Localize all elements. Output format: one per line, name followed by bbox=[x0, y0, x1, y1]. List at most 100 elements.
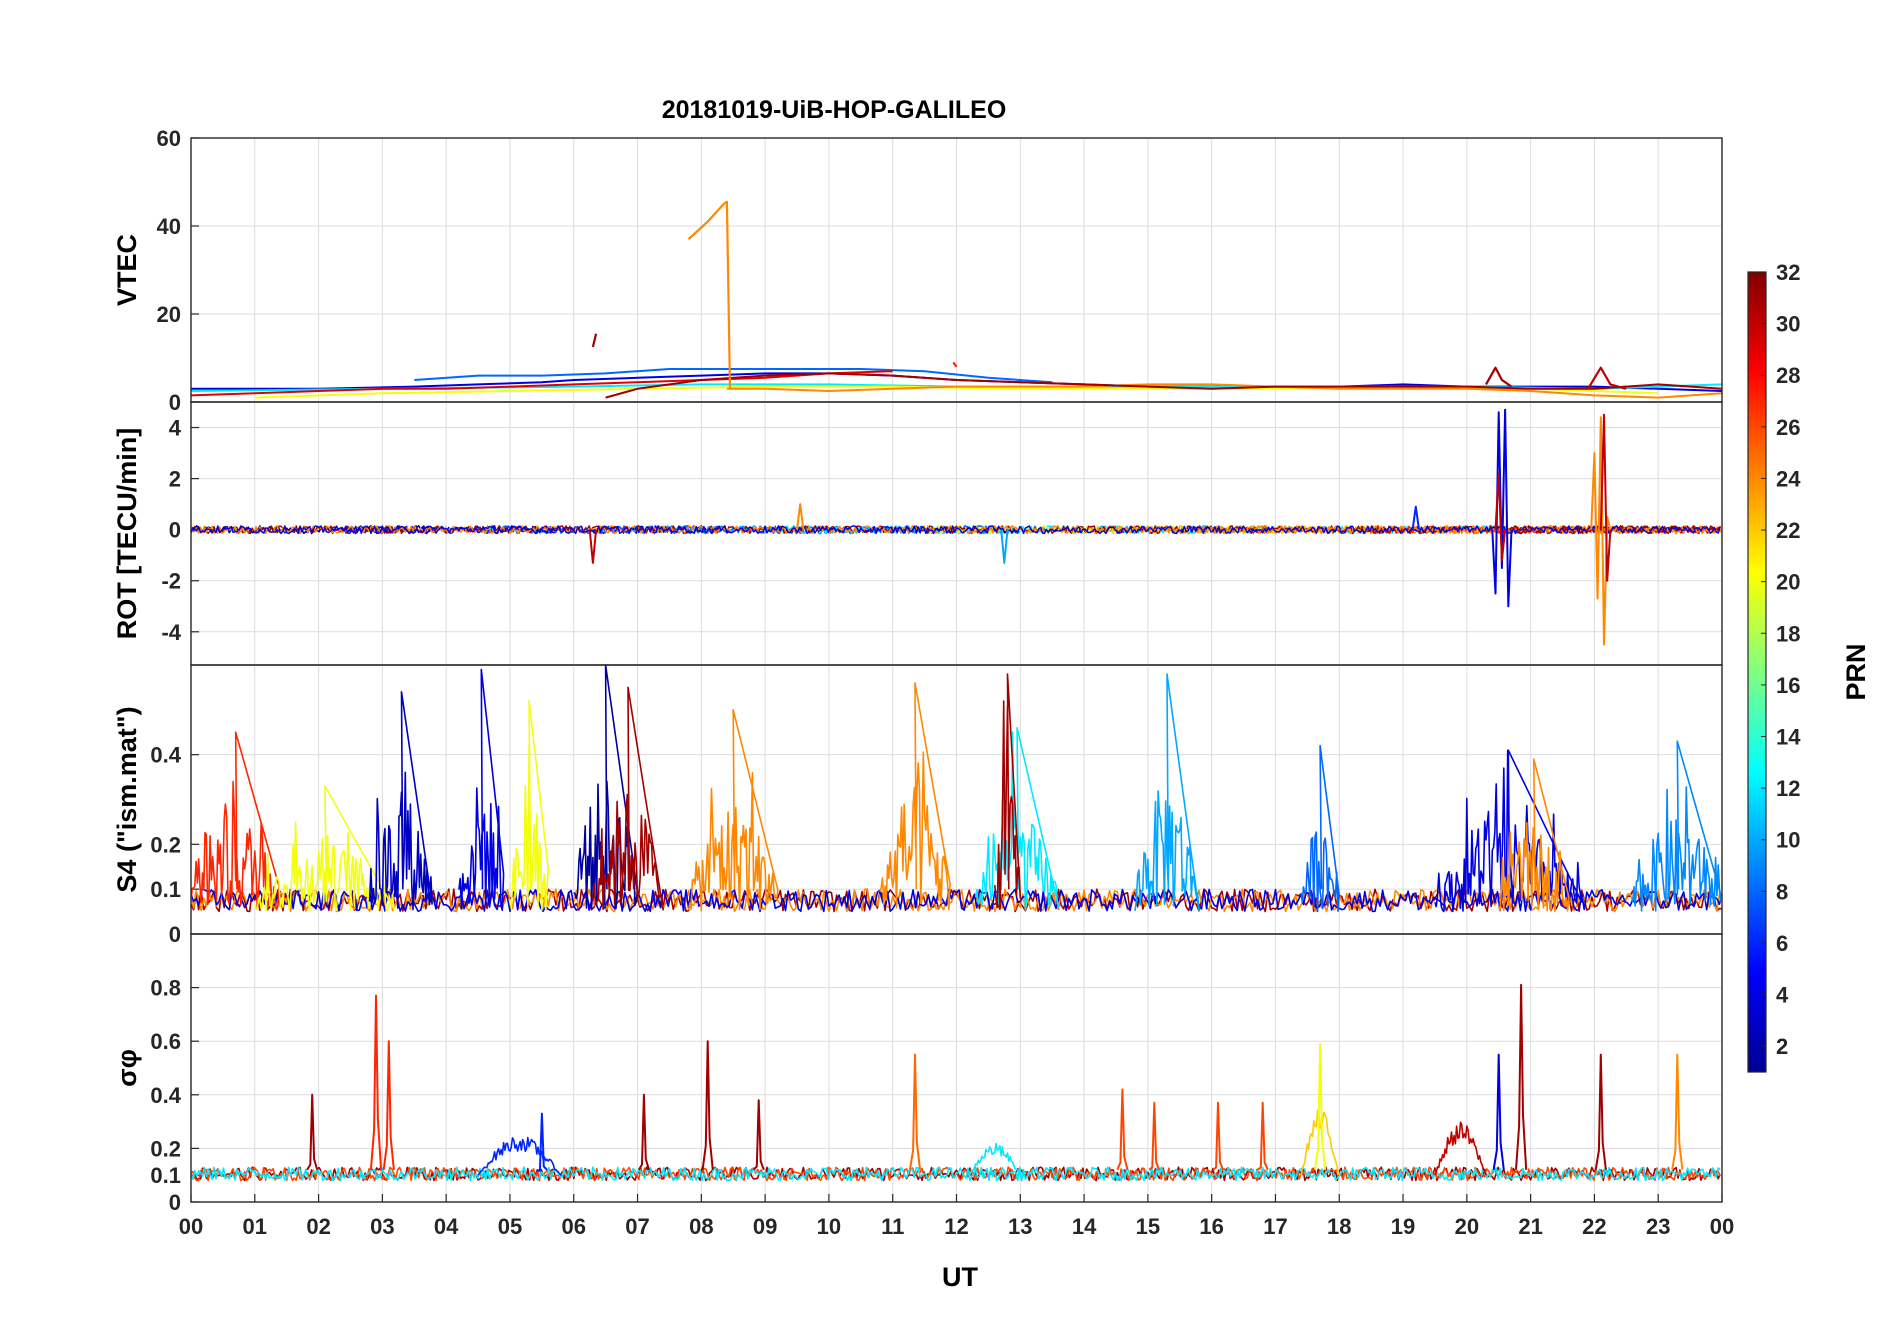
feature-line-prn-24 bbox=[1590, 416, 1612, 646]
y-axis-label: VTEC bbox=[112, 234, 142, 306]
series-line-prn-9 bbox=[1631, 740, 1722, 912]
peak-line-prn-26 bbox=[1148, 1101, 1161, 1171]
colorbar-tick-label: 26 bbox=[1776, 415, 1800, 440]
x-tick-label: 02 bbox=[306, 1214, 330, 1239]
x-tick-label: 11 bbox=[881, 1214, 904, 1239]
data-sigma_phi bbox=[191, 983, 1721, 1182]
y-tick-label: 0.6 bbox=[150, 1029, 181, 1054]
peak-line-prn-24 bbox=[1671, 1053, 1684, 1170]
x-tick-label: 14 bbox=[1072, 1214, 1097, 1239]
y-tick-label: -4 bbox=[161, 620, 181, 645]
peak-line-prn-31 bbox=[1594, 1053, 1607, 1170]
x-tick-label: 12 bbox=[944, 1214, 968, 1239]
y-tick-label: 0.2 bbox=[150, 1136, 181, 1161]
x-tick-label: 01 bbox=[243, 1214, 267, 1239]
x-tick-label: 17 bbox=[1263, 1214, 1287, 1239]
y-tick-label: 0.4 bbox=[150, 743, 181, 768]
x-tick-label: 08 bbox=[689, 1214, 713, 1239]
feature-line-prn-10 bbox=[1000, 529, 1009, 564]
y-tick-label: 2 bbox=[169, 467, 181, 492]
feature-line-prn-27 bbox=[952, 361, 958, 368]
panel-rot: -4 -2 0 2 4 ROT [TECU/min] bbox=[112, 401, 1723, 666]
series-line-prn-4 bbox=[458, 668, 505, 911]
series-line-prn-8 bbox=[1300, 744, 1340, 913]
peak-line-prn-20 bbox=[1314, 1042, 1327, 1170]
x-tick-label: 15 bbox=[1136, 1214, 1160, 1239]
panel-vtec: 0 20 40 60 VTEC bbox=[112, 126, 1723, 415]
y-tick-label: 0 bbox=[169, 390, 181, 415]
peak-line-prn-31 bbox=[637, 1093, 650, 1171]
colorbar-tick-label: 4 bbox=[1776, 983, 1789, 1008]
feature-line-prn-31 bbox=[591, 333, 598, 348]
y-tick-label: 0 bbox=[169, 922, 181, 947]
series-line-prn-24 bbox=[1497, 758, 1570, 913]
series-line-prn-10 bbox=[1134, 673, 1200, 911]
series-line-prn-27 bbox=[191, 731, 280, 911]
bump-line-prn-30 bbox=[1434, 1121, 1487, 1176]
feature-line-prn-30 bbox=[588, 529, 598, 564]
feature-line-prn-30 bbox=[1494, 472, 1507, 562]
x-tick-label: 19 bbox=[1391, 1214, 1415, 1239]
colorbar-tick-label: 8 bbox=[1776, 879, 1788, 904]
colorbar-gradient bbox=[1747, 271, 1767, 1073]
x-axis-label: UT bbox=[942, 1262, 978, 1292]
peak-line-prn-25 bbox=[908, 1053, 922, 1170]
x-tick-label: 23 bbox=[1646, 1214, 1670, 1239]
peak-line-prn-31 bbox=[1515, 983, 1528, 1170]
peak-line-prn-31 bbox=[752, 1099, 765, 1171]
x-tick-label: 22 bbox=[1582, 1214, 1606, 1239]
x-tick-label: 07 bbox=[625, 1214, 649, 1239]
feature-line-prn-4 bbox=[1491, 408, 1513, 608]
colorbar-tick-label: 12 bbox=[1776, 776, 1800, 801]
y-tick-label: 4 bbox=[169, 416, 182, 441]
x-tick-label: 04 bbox=[434, 1214, 459, 1239]
peak-line-prn-31 bbox=[701, 1040, 714, 1170]
colorbar-tick-label: 28 bbox=[1776, 363, 1800, 388]
x-tick-label: 09 bbox=[753, 1214, 777, 1239]
x-tick-label: 13 bbox=[1008, 1214, 1032, 1239]
bump-line-prn-6 bbox=[477, 1136, 562, 1176]
data-s4 bbox=[191, 665, 1722, 913]
series-line-prn-31 bbox=[605, 372, 1722, 399]
x-tick-label: 00 bbox=[1710, 1214, 1734, 1239]
x-tick-label: 03 bbox=[370, 1214, 394, 1239]
series-line-prn-24 bbox=[879, 682, 951, 911]
peak-line-prn-26 bbox=[1116, 1088, 1129, 1171]
colorbar-tick-label: 10 bbox=[1776, 828, 1800, 853]
colorbar-tick-label: 16 bbox=[1776, 673, 1800, 698]
peak-line-prn-26 bbox=[1212, 1101, 1225, 1171]
colorbar-tick-label: 18 bbox=[1776, 621, 1800, 646]
grid-sigma_phi bbox=[190, 934, 1723, 1203]
feature-line-prn-24 bbox=[687, 200, 732, 389]
colorbar-tick-label: 24 bbox=[1776, 466, 1801, 491]
series-line-prn-31 bbox=[592, 686, 664, 911]
feature-line-prn-24 bbox=[796, 503, 805, 530]
colorbar-tick-label: 6 bbox=[1776, 931, 1788, 956]
colorbar-tick-label: 32 bbox=[1776, 260, 1800, 285]
peak-line-prn-6 bbox=[536, 1112, 548, 1172]
x-tick-label: 05 bbox=[498, 1214, 522, 1239]
y-tick-label: 60 bbox=[157, 126, 181, 151]
series-line-prn-31 bbox=[994, 673, 1022, 909]
peak-line-prn-27 bbox=[369, 994, 383, 1170]
y-tick-label: 20 bbox=[157, 302, 181, 327]
x-axis: 00 01 02 03 04 05 06 07 08 09 10 11 12 13 14 15 16 17 18 19… bbox=[179, 1194, 1734, 1239]
colorbar-tick-label: 20 bbox=[1776, 570, 1800, 595]
colorbar-tick-label: 22 bbox=[1776, 518, 1800, 543]
series-line-prn-31 bbox=[191, 525, 1721, 535]
peak-line-prn-26 bbox=[1256, 1101, 1269, 1171]
feature-line-prn-31 bbox=[1485, 366, 1513, 388]
x-tick-label: 00 bbox=[179, 1214, 203, 1239]
feature-line-prn-30 bbox=[1599, 413, 1612, 582]
y-tick-label: 0 bbox=[169, 518, 181, 543]
series-line-prn-4 bbox=[191, 888, 1722, 913]
y-axis-label: ROT [TECU/min] bbox=[112, 428, 142, 639]
y-axis-label: σφ bbox=[112, 1049, 142, 1087]
y-tick-label: 0.1 bbox=[150, 1163, 181, 1188]
bump-line-prn-12 bbox=[968, 1142, 1021, 1176]
panel-sigma_phi: 00.10.2 0.4 0.6 0.8 σφ bbox=[112, 933, 1723, 1215]
y-tick-label: 40 bbox=[157, 214, 181, 239]
